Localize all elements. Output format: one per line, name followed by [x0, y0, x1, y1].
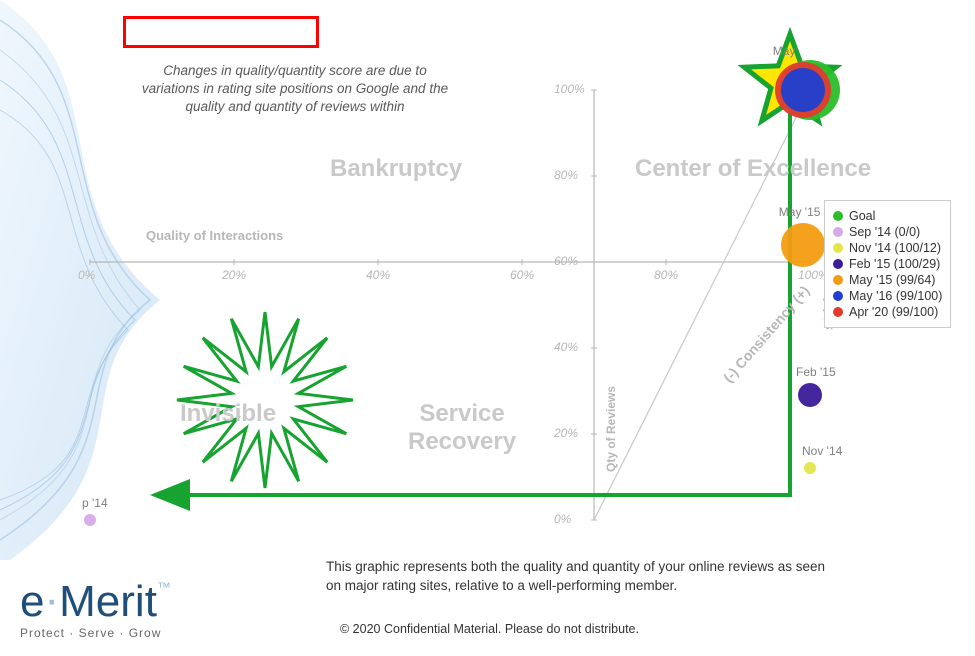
legend-item-may15: May '15 (99/64)	[833, 273, 942, 287]
legend-label-apr20: Apr '20 (99/100)	[849, 305, 938, 319]
data-point-sep14	[84, 514, 96, 526]
data-point-may15	[781, 223, 825, 267]
legend-item-sep14: Sep '14 (0/0)	[833, 225, 942, 239]
data-point-label-nov14: Nov '14	[802, 444, 842, 458]
legend-item-may16: May '16 (99/100)	[833, 289, 942, 303]
quadrant-bankruptcy: Bankruptcy	[330, 155, 462, 183]
legend-swatch-may16	[833, 291, 843, 301]
legend-swatch-may15	[833, 275, 843, 285]
x-tick-label: 80%	[654, 268, 678, 282]
legend-item-feb15: Feb '15 (100/29)	[833, 257, 942, 271]
x-tick-label: 60%	[510, 268, 534, 282]
legend-swatch-goal	[833, 211, 843, 221]
quadrant-excellence: Center of Excellence	[635, 155, 871, 183]
legend-item-apr20: Apr '20 (99/100)	[833, 305, 942, 319]
y-axis-label: Qty of Reviews	[604, 386, 618, 472]
canvas: Changes in quality/quantity score are du…	[0, 0, 975, 656]
legend-label-goal: Goal	[849, 209, 875, 223]
data-point-label-sep14: p '14	[82, 496, 108, 510]
legend-swatch-feb15	[833, 259, 843, 269]
emerit-logo: e·Merit™ Protect · Serve · Grow	[20, 580, 230, 640]
legend-label-feb15: Feb '15 (100/29)	[849, 257, 940, 271]
x-tick-label: 0%	[78, 268, 95, 282]
y-tick-label: 80%	[554, 168, 578, 182]
data-point-feb15	[798, 383, 822, 407]
x-tick-label: 20%	[222, 268, 246, 282]
legend-label-may15: May '15 (99/64)	[849, 273, 935, 287]
legend-item-goal: Goal	[833, 209, 942, 223]
y-tick-label: 0%	[554, 512, 571, 526]
y-tick-label: 20%	[554, 426, 578, 440]
y-tick-label: 60%	[554, 254, 578, 268]
quadrant-invisible: Invisible	[180, 400, 276, 428]
y-tick-label: 40%	[554, 340, 578, 354]
legend-swatch-nov14	[833, 243, 843, 253]
footer-description: This graphic represents both the quality…	[326, 558, 826, 596]
legend-label-sep14: Sep '14 (0/0)	[849, 225, 920, 239]
copyright-text: © 2020 Confidential Material. Please do …	[340, 622, 639, 636]
data-point-nov14	[804, 462, 816, 474]
legend-label-nov14: Nov '14 (100/12)	[849, 241, 941, 255]
legend-swatch-sep14	[833, 227, 843, 237]
data-point-label-may15: May '15	[779, 205, 821, 219]
x-axis-label: Quality of Interactions	[146, 228, 283, 243]
legend-swatch-apr20	[833, 307, 843, 317]
data-point-label-feb15: Feb '15	[796, 365, 836, 379]
data-point-label-apr20: May	[773, 44, 796, 58]
y-tick-label: 100%	[554, 82, 585, 96]
quadrant-service: ServiceRecovery	[408, 400, 516, 456]
legend: Goal Sep '14 (0/0) Nov '14 (100/12) Feb '15…	[824, 200, 951, 328]
logo-tagline: Protect · Serve · Grow	[20, 626, 230, 640]
data-point-may16	[781, 68, 825, 112]
logo-wordmark: e·Merit™	[20, 580, 230, 624]
legend-label-may16: May '16 (99/100)	[849, 289, 942, 303]
x-tick-label: 40%	[366, 268, 390, 282]
legend-item-nov14: Nov '14 (100/12)	[833, 241, 942, 255]
